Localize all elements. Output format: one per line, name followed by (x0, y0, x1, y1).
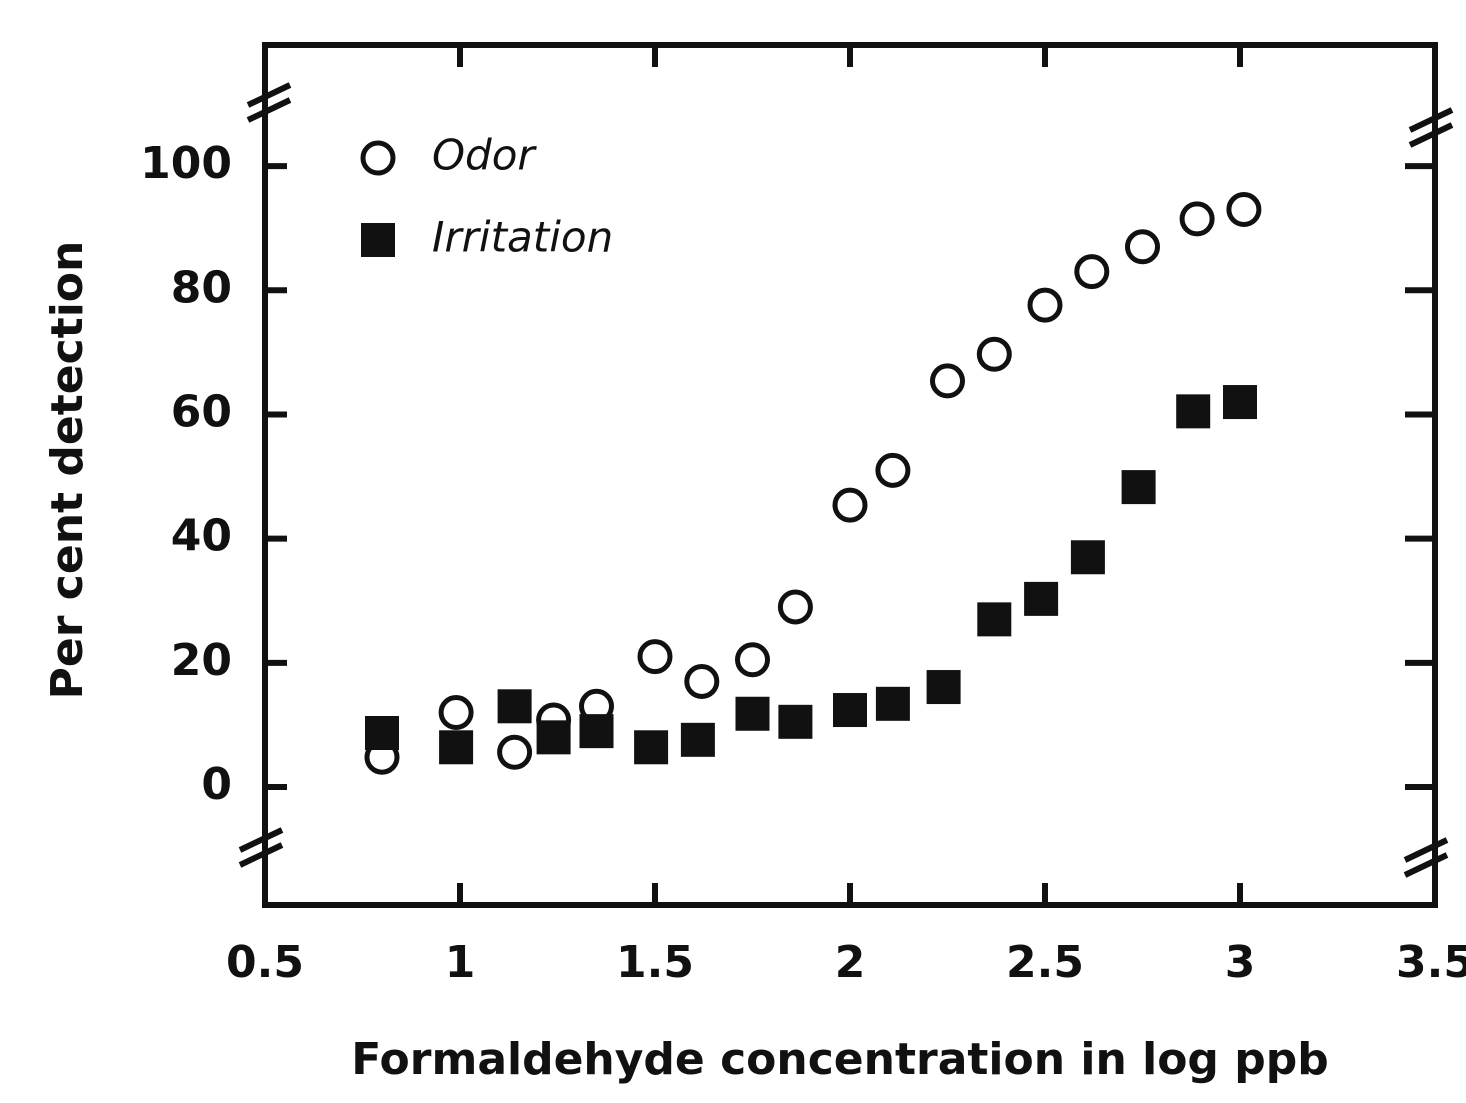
axis-break (1403, 837, 1449, 878)
data-point (1176, 394, 1211, 429)
data-point (1027, 287, 1063, 323)
data-point (832, 487, 868, 523)
data-point (439, 730, 474, 765)
y-tick-label: 80 (171, 262, 232, 313)
data-point (777, 589, 813, 625)
data-point (536, 720, 571, 755)
legend-label: Irritation (432, 213, 613, 262)
data-point (1024, 581, 1059, 616)
x-tick-label: 2.5 (1006, 937, 1084, 988)
y-tick-label: 100 (140, 138, 232, 189)
y-axis-label: Per cent detection (42, 241, 93, 700)
y-tick-label: 60 (171, 386, 232, 437)
data-point (497, 689, 532, 724)
data-point (977, 602, 1012, 637)
data-point (778, 704, 813, 739)
x-tick-label: 0.5 (226, 937, 304, 988)
data-point (1121, 470, 1156, 505)
data-point (735, 696, 770, 731)
data-point (497, 734, 533, 770)
data-point (1070, 540, 1105, 575)
x-tick-label: 1.5 (616, 937, 694, 988)
data-point (1223, 385, 1257, 420)
data-point (930, 363, 965, 399)
data-point (1125, 229, 1160, 265)
data-point (833, 693, 867, 728)
x-axis-label: Formaldehyde concentration in log ppb (351, 1034, 1328, 1085)
axis-break (1408, 107, 1454, 148)
data-point (438, 695, 474, 731)
y-tick-label: 40 (171, 511, 232, 562)
axis-break (238, 827, 284, 868)
data-point (637, 639, 673, 675)
y-tick-label: 20 (171, 635, 232, 686)
axis-break (246, 82, 292, 123)
data-point (579, 714, 614, 749)
data-point (1074, 254, 1110, 290)
x-tick-label: 1 (445, 937, 476, 988)
axis-breaks (238, 82, 1454, 878)
data-point (735, 642, 770, 678)
x-tick-label: 2 (835, 937, 866, 988)
y-tick-label: 0 (201, 759, 232, 810)
data-point (1179, 201, 1215, 237)
x-tick-label: 3.5 (1396, 937, 1466, 988)
data-point (976, 336, 1012, 372)
data-point (634, 730, 669, 765)
data-point (680, 722, 715, 757)
legend-label: Odor (432, 131, 537, 180)
legend-marker (361, 223, 395, 257)
data-point (875, 686, 910, 721)
legend-marker (360, 140, 396, 176)
x-tick-label: 3 (1225, 937, 1256, 988)
data-point (365, 716, 399, 750)
data-point (684, 663, 720, 699)
data-point (926, 670, 961, 705)
data-point (875, 452, 911, 488)
data-point (1226, 192, 1262, 228)
